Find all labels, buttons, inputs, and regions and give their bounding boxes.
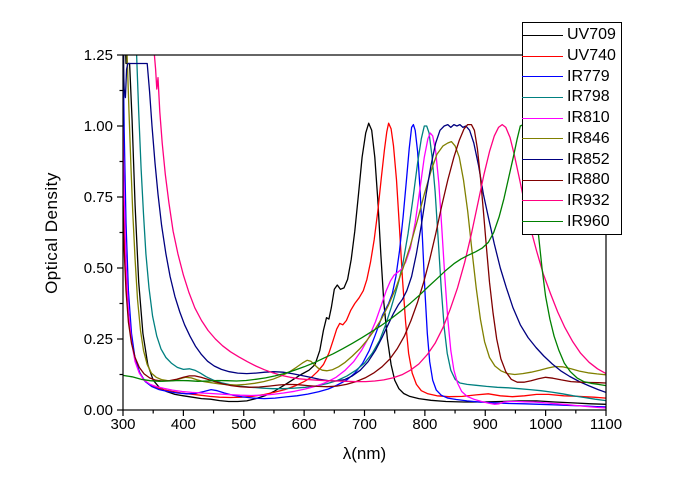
legend-line-sample xyxy=(522,159,563,161)
y-axis-label: Optical Density xyxy=(42,172,61,294)
legend-entry-UV740: UV740 xyxy=(522,46,621,67)
legend-entry-IR798: IR798 xyxy=(522,87,621,108)
legend-entry-UV709: UV709 xyxy=(522,25,621,46)
series-IR960 xyxy=(123,123,606,387)
series-group xyxy=(123,55,606,409)
y-tick-label: 0.50 xyxy=(84,260,113,277)
x-tick-label: 600 xyxy=(292,416,317,433)
y-tick-label: 1.25 xyxy=(84,47,113,64)
legend-entry-IR779: IR779 xyxy=(522,66,621,87)
legend-label: IR852 xyxy=(567,150,610,168)
legend-line-sample xyxy=(522,179,563,181)
y-tick-label: 0.75 xyxy=(84,189,113,206)
legend-line-sample xyxy=(522,76,563,78)
axis-ticks xyxy=(117,54,607,416)
legend-line-sample xyxy=(522,200,563,202)
legend-entry-IR960: IR960 xyxy=(522,211,621,232)
legend-label: IR880 xyxy=(567,171,610,189)
legend-line-sample xyxy=(522,34,563,36)
series-IR779 xyxy=(123,55,606,408)
x-tick-label: 500 xyxy=(231,416,256,433)
legend-label: UV740 xyxy=(567,47,616,65)
legend-label: IR846 xyxy=(567,129,610,147)
legend-line-sample xyxy=(522,117,563,119)
legend-line-sample xyxy=(522,96,563,98)
legend: UV709 UV740 IR779 IR798 IR810 IR846 IR852 IR880… xyxy=(522,22,622,235)
legend-label: IR932 xyxy=(567,191,610,209)
legend-label: IR960 xyxy=(567,212,610,230)
x-tick-label: 300 xyxy=(110,416,135,433)
x-tick-label: 1000 xyxy=(529,416,562,433)
legend-label: IR810 xyxy=(567,109,610,127)
legend-entry-IR846: IR846 xyxy=(522,129,621,150)
series-IR880 xyxy=(123,123,606,388)
legend-line-sample xyxy=(522,55,563,57)
legend-entry-IR932: IR932 xyxy=(522,191,621,212)
legend-line-sample xyxy=(522,138,563,140)
y-tick-label: 0.00 xyxy=(84,402,113,419)
y-tick-label: 0.25 xyxy=(84,331,113,348)
legend-entry-IR810: IR810 xyxy=(522,108,621,129)
legend-line-sample xyxy=(522,221,563,223)
series-IR810 xyxy=(123,125,606,409)
x-tick-label: 400 xyxy=(171,416,196,433)
x-tick-label: 800 xyxy=(412,416,437,433)
legend-label: IR798 xyxy=(567,88,610,106)
x-tick-label: 700 xyxy=(352,416,377,433)
legend-entry-IR880: IR880 xyxy=(522,170,621,191)
y-tick-label: 1.00 xyxy=(84,118,113,135)
x-axis-label: λ(nm) xyxy=(342,444,387,463)
x-tick-label: 900 xyxy=(473,416,498,433)
series-IR852 xyxy=(123,55,606,394)
legend-label: UV709 xyxy=(567,26,616,44)
series-IR798 xyxy=(135,55,606,402)
legend-entry-IR852: IR852 xyxy=(522,149,621,170)
legend-label: IR779 xyxy=(567,67,610,85)
x-tick-label: 1100 xyxy=(590,416,622,433)
